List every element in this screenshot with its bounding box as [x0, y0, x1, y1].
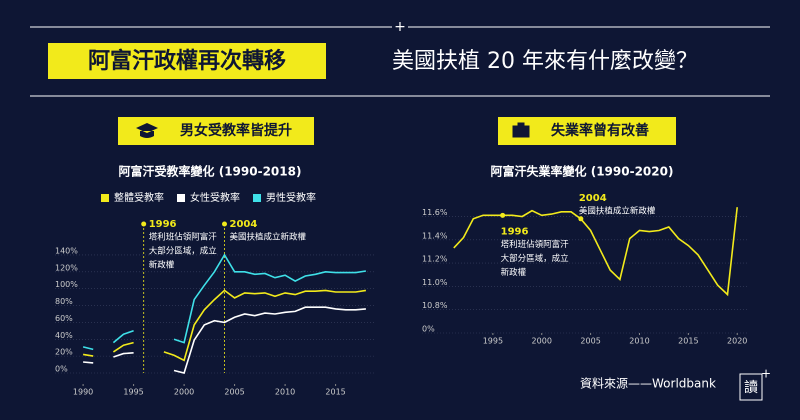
plus-mark: +	[394, 19, 406, 35]
legend-label: 整體受教率	[114, 191, 164, 204]
x-tick-label: 2010	[275, 388, 295, 397]
x-tick-label: 2005	[224, 388, 244, 397]
y-tick-label: 11.6%	[422, 208, 448, 217]
legend-label: 男性受教率	[266, 191, 316, 204]
y-tick-label: 40%	[55, 331, 73, 340]
annotation-text: 新政權	[501, 267, 527, 278]
x-tick-label: 1995	[483, 337, 503, 346]
y-tick-label: 120%	[55, 263, 78, 272]
y-tick-label: 0%	[422, 325, 435, 334]
y-tick-label: 11.4%	[422, 231, 448, 240]
x-tick-label: 2005	[580, 337, 600, 346]
chart-title: 阿富汗受教率變化 (1990-2018)	[119, 164, 302, 179]
series-line	[453, 207, 738, 297]
highlight-title: 阿富汗政權再次轉移	[88, 48, 286, 74]
case-icon	[512, 122, 530, 138]
y-tick-label: 11.2%	[422, 255, 448, 264]
annotation-text: 大部分區域，成立	[501, 253, 570, 264]
annotation-dot	[222, 221, 227, 227]
y-tick-label: 140%	[55, 246, 78, 255]
y-tick-label: 60%	[55, 314, 73, 323]
x-tick-label: 2000	[532, 337, 552, 346]
chart-title: 阿富汗失業率變化 (1990-2020)	[491, 164, 674, 179]
logo: 讀	[744, 380, 758, 396]
y-tick-label: 0%	[55, 365, 68, 374]
x-tick-label: 2015	[678, 337, 698, 346]
x-tick-label: 1995	[123, 388, 143, 397]
annotation-text: 新政權	[149, 260, 175, 271]
section-label: 失業率曾有改善	[551, 122, 649, 139]
annotation-year: 1996	[501, 226, 529, 237]
annotation-text: 大部分區域，成立	[149, 246, 218, 257]
annotation-text: 塔利班佔領阿富汗	[501, 239, 570, 250]
x-tick-label: 2015	[325, 388, 345, 397]
x-tick-label: 2010	[629, 337, 649, 346]
y-tick-label: 80%	[55, 297, 73, 306]
logo-frame	[739, 373, 763, 401]
legend-swatch	[101, 194, 109, 202]
main-title: 美國扶植 20 年來有什麼改變？	[392, 49, 698, 74]
annotation-year: 2004	[579, 193, 607, 204]
highlight-box	[48, 43, 326, 79]
legend-label: 女性受教率	[190, 191, 240, 204]
legend-swatch	[253, 194, 261, 202]
x-tick-label: 2020	[727, 337, 747, 346]
y-tick-label: 20%	[55, 348, 73, 357]
annotation-text: 美國扶植成立新政權	[579, 206, 656, 217]
y-tick-label: 11.0%	[422, 278, 448, 287]
series-line	[82, 253, 367, 351]
annotation-text: 美國扶植成立新政權	[230, 232, 307, 243]
series-line	[83, 306, 366, 374]
series-line	[82, 289, 367, 362]
section-label: 男女受教率皆提升	[180, 122, 292, 139]
logo-plus: +	[761, 367, 771, 381]
y-tick-label: 100%	[55, 280, 78, 289]
annotation-dot	[141, 221, 147, 227]
annotation-text: 塔利班佔領阿富汗	[149, 232, 218, 243]
x-tick-label: 2000	[174, 388, 194, 397]
cap-icon	[136, 123, 158, 138]
y-tick-label: 10.8%	[422, 301, 448, 310]
source: 資料來源——Worldbank	[580, 377, 716, 391]
x-tick-label: 1990	[73, 388, 93, 397]
annotation-year: 1996	[149, 219, 177, 230]
annotation-year: 2004	[230, 219, 258, 230]
legend-swatch	[177, 194, 185, 202]
